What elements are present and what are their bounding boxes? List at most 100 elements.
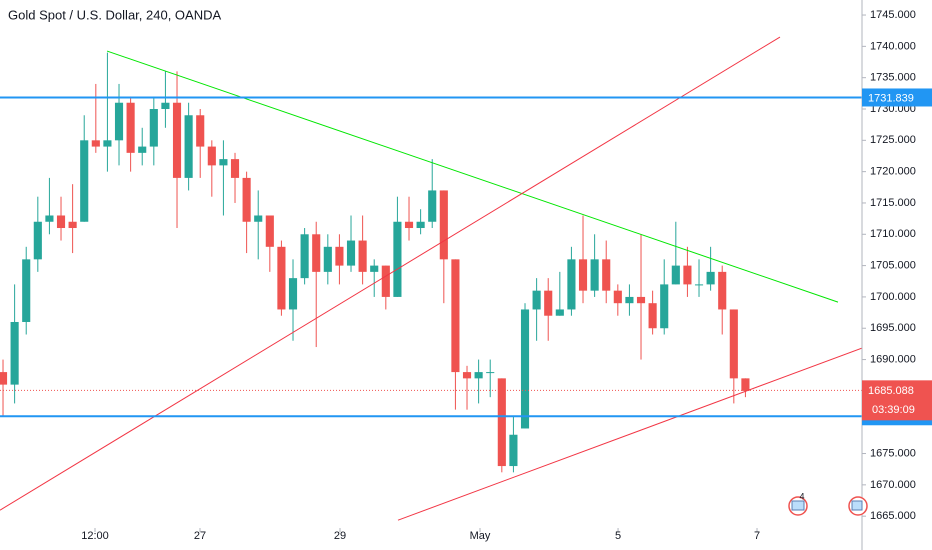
y-tick-label: 1695.000 <box>870 322 916 334</box>
y-tick-label: 1705.000 <box>870 260 916 272</box>
chart-title: Gold Spot / U.S. Dollar, 240, OANDA <box>8 7 221 22</box>
x-tick-label: 12:00 <box>81 530 109 542</box>
candle-body <box>300 234 309 279</box>
x-tick-label: 29 <box>334 530 346 542</box>
candle-body <box>265 215 274 247</box>
candle-body <box>196 115 205 147</box>
candle-body <box>10 321 19 385</box>
price-axis: 1665.0001670.0001675.0001680.0001685.000… <box>861 0 932 550</box>
candle-body <box>184 115 193 178</box>
candle-body <box>497 378 506 467</box>
candle-body <box>103 140 112 147</box>
candle-body <box>509 434 518 467</box>
y-tick-label: 1670.000 <box>870 479 916 491</box>
last-price-box <box>862 380 932 421</box>
price-label: 1731.839 <box>868 92 914 104</box>
last-price-label: 1685.088 <box>868 385 914 397</box>
y-tick-label: 1735.000 <box>870 72 916 84</box>
candle-body <box>22 259 31 322</box>
candle-body <box>358 240 367 272</box>
candle-body <box>428 190 437 222</box>
event-count: 4 <box>799 491 804 501</box>
y-tick-label: 1675.000 <box>870 447 916 459</box>
candle-body <box>335 246 344 266</box>
candle-body <box>625 296 634 304</box>
candle-body <box>474 372 483 379</box>
candle-body <box>288 278 298 310</box>
trend-line <box>106 50 839 303</box>
y-tick-label: 1745.000 <box>870 9 916 21</box>
candle-body <box>567 259 576 310</box>
candle-body <box>68 221 77 229</box>
x-tick-label: 7 <box>754 530 760 542</box>
event-icons: 4 <box>788 491 868 516</box>
candle-body <box>80 140 89 222</box>
candle-body <box>416 221 425 229</box>
y-tick-label: 1740.000 <box>870 40 916 52</box>
candle-body <box>486 372 495 374</box>
candle-body <box>277 246 286 310</box>
y-tick-label: 1725.000 <box>870 134 916 146</box>
plot-area <box>0 36 862 521</box>
candle-body <box>602 259 611 291</box>
candle-body <box>254 215 263 222</box>
candle-body <box>706 271 715 285</box>
candle-body <box>346 240 356 266</box>
x-tick-label: 5 <box>615 530 621 542</box>
countdown-label: 03:39:09 <box>872 404 915 416</box>
trend-line <box>397 347 862 521</box>
candle-body <box>451 259 460 373</box>
candle-body <box>648 303 657 329</box>
y-tick-label: 1715.000 <box>870 197 916 209</box>
candle-body <box>126 102 135 153</box>
candle-body <box>381 265 390 297</box>
candle-body <box>393 221 402 297</box>
candle-body <box>172 102 182 178</box>
candle-body <box>694 284 704 286</box>
candle-body <box>404 221 414 229</box>
candle-body <box>544 290 553 316</box>
candle-body <box>741 378 750 391</box>
y-tick-label: 1700.000 <box>870 291 916 303</box>
price-label-box <box>862 88 932 107</box>
candle-body <box>323 246 332 272</box>
candle-body <box>33 221 42 260</box>
candle-body <box>312 234 321 272</box>
candle-body <box>578 259 588 291</box>
candle-body <box>161 102 170 109</box>
y-tick-label: 1720.000 <box>870 166 916 178</box>
candle-body <box>683 265 692 285</box>
candle-body <box>56 215 66 229</box>
candle-body <box>532 290 541 310</box>
candle-body <box>555 309 564 316</box>
candle-body <box>636 296 646 304</box>
x-tick-label: May <box>470 530 491 542</box>
candle-body <box>370 265 379 272</box>
candle-body <box>45 215 54 222</box>
y-tick-label: 1710.000 <box>870 228 916 240</box>
candle-body <box>0 372 8 385</box>
candle-body <box>242 177 251 222</box>
candle-body <box>439 190 448 260</box>
candle-body <box>671 265 680 285</box>
candle-body <box>613 290 622 304</box>
y-tick-label: 1690.000 <box>870 353 916 365</box>
candle-body <box>660 284 669 329</box>
candle-body <box>207 146 216 166</box>
flag <box>791 500 805 511</box>
candle-body <box>114 102 124 141</box>
candle-body <box>230 159 240 178</box>
candle-body <box>520 309 530 429</box>
flag <box>851 500 863 511</box>
candle-body <box>590 259 599 291</box>
candle-body <box>718 271 727 310</box>
candle-body <box>149 108 158 147</box>
x-tick-label: 27 <box>194 530 206 542</box>
y-tick-label: 1665.000 <box>870 510 916 522</box>
candle-body <box>91 140 100 147</box>
trend-line <box>0 36 781 511</box>
candle-body <box>138 146 147 153</box>
candle-body <box>462 372 472 379</box>
